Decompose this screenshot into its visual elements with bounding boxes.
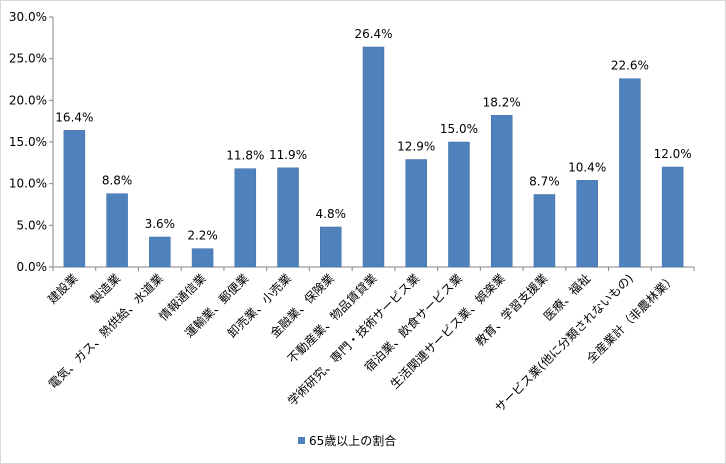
data-label: 3.6% bbox=[145, 217, 176, 231]
bar bbox=[234, 168, 257, 268]
bar bbox=[405, 159, 427, 268]
y-tick-label: 20.0% bbox=[9, 93, 47, 107]
y-tick-label: 25.0% bbox=[9, 52, 47, 66]
y-tick-label: 10.0% bbox=[9, 177, 47, 191]
y-tick-label: 30.0% bbox=[9, 10, 47, 24]
category-label: 建設業 bbox=[44, 271, 80, 307]
data-label: 8.7% bbox=[529, 175, 560, 189]
bar bbox=[661, 166, 684, 268]
data-label: 11.9% bbox=[269, 148, 307, 162]
bar bbox=[490, 115, 513, 268]
y-tick-label: 5.0% bbox=[17, 218, 48, 232]
data-label: 16.4% bbox=[55, 110, 93, 124]
bar bbox=[448, 141, 470, 268]
bar bbox=[149, 236, 171, 268]
bar bbox=[533, 194, 556, 268]
y-tick-label: 0.0% bbox=[17, 260, 48, 274]
data-label: 22.6% bbox=[611, 59, 649, 73]
bar bbox=[63, 130, 86, 268]
bar bbox=[576, 180, 598, 268]
category-label: 製造業 bbox=[88, 271, 123, 306]
bar bbox=[106, 193, 128, 268]
data-label: 10.4% bbox=[568, 160, 606, 174]
data-label: 15.0% bbox=[440, 122, 478, 136]
y-tick-label: 15.0% bbox=[9, 135, 47, 149]
data-label: 12.0% bbox=[654, 147, 692, 161]
bar bbox=[191, 248, 214, 268]
bar bbox=[320, 226, 342, 268]
legend-label: 65歳以上の割合 bbox=[309, 433, 396, 448]
data-label: 8.8% bbox=[102, 174, 133, 188]
bar bbox=[277, 167, 299, 268]
bar bbox=[619, 78, 641, 268]
data-label: 12.9% bbox=[397, 140, 435, 154]
category-label: 教育、学習支援業 bbox=[472, 271, 550, 349]
data-label: 11.8% bbox=[226, 149, 264, 163]
data-label: 18.2% bbox=[483, 95, 521, 109]
bar bbox=[362, 46, 385, 268]
legend-swatch bbox=[298, 437, 305, 444]
data-label: 4.8% bbox=[316, 207, 347, 221]
data-label: 26.4% bbox=[354, 27, 392, 41]
data-label: 2.2% bbox=[187, 229, 218, 243]
